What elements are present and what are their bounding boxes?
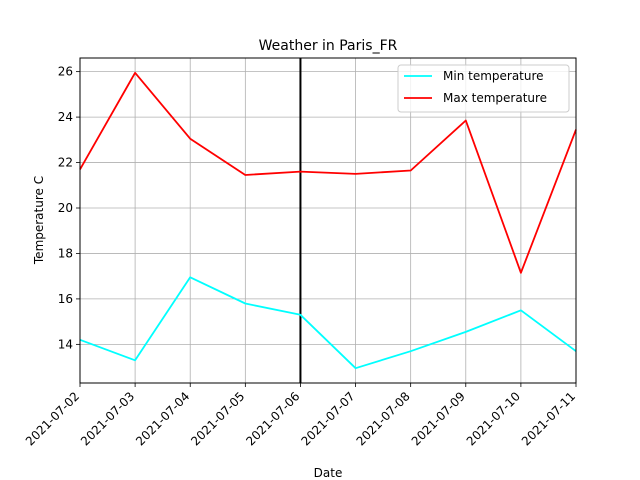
series-line-max [79, 71, 577, 274]
series-line-min [79, 276, 577, 370]
y-tick-label: 20 [58, 201, 73, 215]
legend-box [397, 64, 570, 113]
y-axis-label: Temperature C [32, 176, 46, 265]
legend-label: Max temperature [443, 91, 547, 105]
y-tick-label: 22 [58, 156, 73, 170]
legend-label: Min temperature [443, 69, 544, 83]
y-tick-label: 18 [58, 246, 73, 260]
x-axis-label: Date [314, 466, 343, 480]
y-axis-ticks: 14 16 18 20 22 24 26 [58, 65, 80, 351]
series-layer [79, 71, 577, 370]
y-tick-label: 24 [58, 110, 73, 124]
chart-title: Weather in Paris_FR [259, 38, 398, 54]
y-tick-label: 14 [58, 337, 73, 351]
y-tick-label: 16 [58, 292, 73, 306]
legend: Min temperature Max temperature [397, 64, 570, 113]
plot-frame [79, 57, 577, 384]
y-tick-label: 26 [58, 65, 73, 79]
